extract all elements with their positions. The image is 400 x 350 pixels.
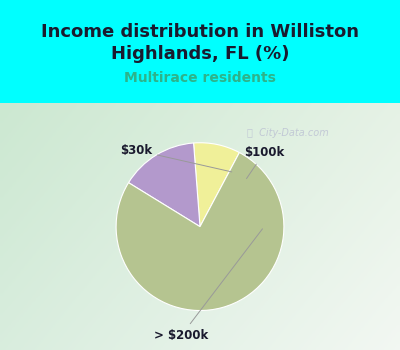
Text: $30k: $30k (120, 144, 232, 172)
Text: ⓘ  City-Data.com: ⓘ City-Data.com (247, 128, 329, 138)
Wedge shape (128, 143, 200, 227)
Wedge shape (194, 143, 239, 227)
Wedge shape (116, 153, 284, 310)
Text: > $200k: > $200k (154, 229, 262, 342)
Text: Multirace residents: Multirace residents (124, 71, 276, 85)
Text: $100k: $100k (244, 146, 284, 178)
Text: Income distribution in Williston
Highlands, FL (%): Income distribution in Williston Highlan… (41, 23, 359, 63)
